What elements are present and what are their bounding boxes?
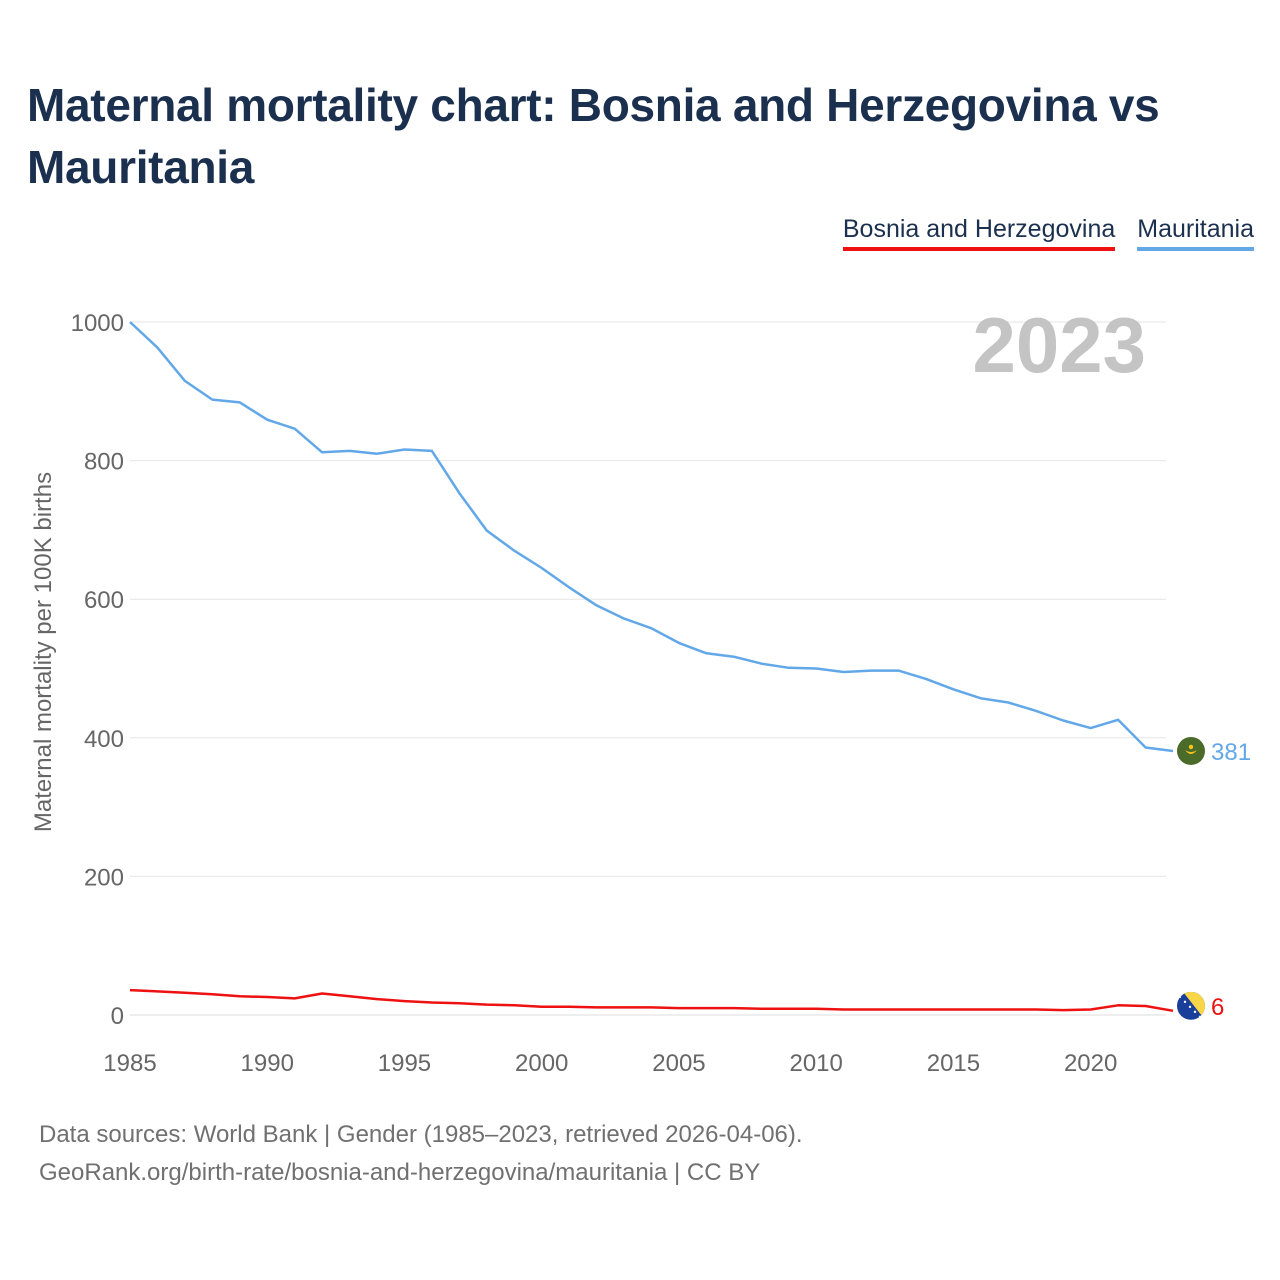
mauritania-flag-icon: [1177, 736, 1205, 765]
y-axis-label: Maternal mortality per 100K births: [30, 472, 57, 832]
series-endpoints: 381 6: [1177, 736, 1251, 1021]
x-tick-label: 1990: [241, 1050, 294, 1077]
page-title: Maternal mortality chart: Bosnia and Her…: [27, 79, 1160, 193]
x-tick-label: 1995: [378, 1050, 431, 1077]
x-tick-label: 2000: [515, 1050, 568, 1077]
x-axis-ticks: 1985 1990 1995 2000 2005 2010 2015 2020: [103, 1050, 1117, 1077]
x-tick-label: 2015: [927, 1050, 980, 1077]
legend-item-bosnia[interactable]: Bosnia and Herzegovina: [842, 213, 1116, 251]
current-year-label: 2023: [972, 301, 1146, 389]
y-axis-ticks: 0 200 400 600 800 1000: [71, 310, 124, 1030]
x-tick-label: 2005: [652, 1050, 705, 1077]
y-tick-label: 800: [84, 449, 124, 476]
y-tick-label: 1000: [71, 310, 124, 337]
y-tick-label: 200: [84, 864, 124, 891]
x-tick-label: 2020: [1064, 1050, 1117, 1077]
y-tick-label: 0: [111, 1003, 124, 1030]
end-value-label: 381: [1211, 739, 1251, 766]
grid-lines: [130, 321, 1166, 1016]
bosnia-flag-icon: [1177, 991, 1205, 1020]
x-tick-label: 1985: [103, 1050, 156, 1077]
end-value-label: 6: [1211, 994, 1224, 1021]
data-source-text: Data sources: World Bank | Gender (1985–…: [39, 1121, 803, 1148]
legend: Bosnia and Herzegovina Mauritania: [842, 213, 1254, 251]
footer: Data sources: World Bank | Gender (1985–…: [39, 1116, 803, 1192]
y-tick-label: 400: [84, 726, 124, 753]
attribution-text: GeoRank.org/birth-rate/bosnia-and-herzeg…: [39, 1159, 761, 1186]
series-lines: [129, 321, 1174, 1013]
x-tick-label: 2010: [789, 1050, 842, 1077]
series-line-bosnia-and-herzegovina[interactable]: [129, 988, 1174, 1013]
legend-item-mauritania[interactable]: Mauritania: [1137, 213, 1254, 251]
series-line-mauritania[interactable]: [129, 321, 1174, 753]
y-tick-label: 600: [84, 587, 124, 614]
